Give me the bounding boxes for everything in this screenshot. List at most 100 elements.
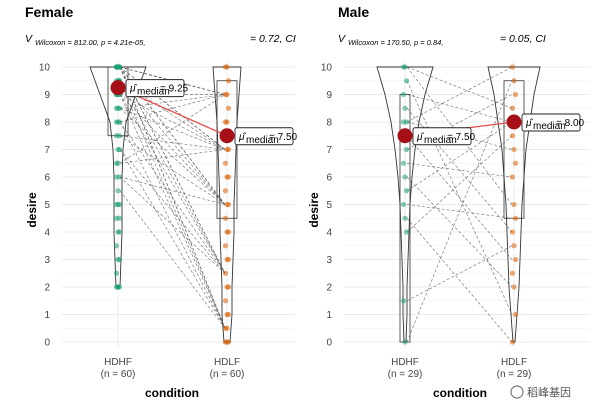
data-point-hdlf: [224, 64, 230, 70]
y-tick-label: 1: [326, 310, 332, 321]
data-point-hdlf: [511, 201, 517, 208]
x-tick-hdlf-female: HDLF: [214, 357, 240, 368]
data-point-hdlf: [222, 270, 229, 276]
median-label-box: [412, 127, 472, 146]
y-tick-label: 0: [44, 338, 50, 349]
data-point-hdhf: [403, 188, 410, 194]
data-point-hdhf: [115, 188, 121, 194]
median-label-sub: median: [533, 121, 566, 132]
watermark-text: 稻峰基因: [527, 386, 571, 399]
median-label-value: = 7.50: [447, 132, 476, 143]
median-label-box: [521, 113, 581, 132]
data-point-hdlf: [225, 311, 232, 318]
paired-line: [406, 162, 513, 178]
panel-title-female: Female: [25, 4, 73, 20]
data-point-hdhf: [115, 64, 121, 70]
y-axis-label-male: desire: [307, 192, 321, 228]
subtitle-male-r: = 0.05, CI: [500, 33, 546, 45]
paired-line: [406, 135, 513, 260]
data-point-hdlf: [225, 229, 232, 235]
data-point-hdhf: [113, 270, 120, 276]
median-label-sub: median: [424, 135, 457, 146]
data-point-hdlf: [511, 146, 517, 153]
data-point-hdhf: [400, 298, 407, 304]
data-point-hdlf: [512, 311, 519, 318]
paired-line: [119, 94, 226, 164]
median-label-value: = 7.50: [269, 132, 298, 143]
y-tick-label: 7: [44, 145, 50, 156]
paired-line: [119, 66, 226, 205]
plot-body-male: μ̂ median= 7.50μ̂ median= 8.00: [376, 64, 585, 345]
paired-line: [406, 80, 513, 315]
data-point-hdhf: [403, 78, 410, 84]
y-tick-label: 0: [326, 338, 332, 349]
median-label-box: [125, 79, 185, 98]
data-point-hdhf: [402, 64, 408, 70]
y-tick-label: 2: [326, 283, 332, 294]
y-tick-label: 8: [326, 118, 332, 129]
data-point-hdhf: [400, 160, 407, 166]
data-point-hdlf: [225, 284, 232, 290]
data-point-hdhf: [403, 146, 410, 153]
median-marker-hdhf: [397, 128, 413, 144]
paired-line: [406, 121, 513, 150]
data-point-hdhf: [115, 105, 121, 111]
data-point-hdlf: [509, 133, 516, 139]
paired-line: [406, 176, 513, 288]
data-point-hdlf: [225, 105, 232, 111]
watermark: 稻峰基因: [510, 385, 571, 399]
data-point-hdlf: [225, 256, 232, 263]
data-point-hdhf: [115, 284, 121, 290]
gridlines-male: [344, 61, 590, 348]
subtitle-female-v: V: [25, 33, 33, 45]
x-tick-hdlf-male: HDLF: [501, 357, 527, 368]
data-point-hdhf: [402, 105, 408, 111]
median-marker-hdhf: [110, 80, 126, 96]
data-point-hdlf: [224, 91, 230, 98]
data-point-hdhf: [403, 229, 410, 235]
y-tick-label: 3: [44, 255, 50, 266]
data-point-hdhf: [400, 91, 407, 98]
data-point-hdlf: [512, 160, 519, 166]
data-point-hdhf: [115, 201, 121, 208]
data-point-hdhf: [115, 160, 121, 166]
data-point-hdhf: [402, 215, 408, 221]
median-marker-hdlf: [219, 128, 235, 144]
paired-line: [119, 94, 226, 274]
data-point-hdhf: [402, 174, 408, 180]
data-point-hdhf: [116, 256, 123, 263]
paired-line: [119, 149, 226, 164]
x-axis-label-female: condition: [145, 386, 199, 400]
data-point-hdlf: [225, 201, 232, 208]
x-n-hdhf-male: (n = 29): [388, 369, 423, 380]
data-point-hdlf: [225, 174, 232, 180]
data-point-hdlf: [511, 243, 517, 249]
data-point-hdlf: [225, 78, 232, 84]
data-point-hdlf: [224, 119, 230, 125]
paired-line: [119, 149, 226, 329]
data-point-hdlf: [509, 270, 516, 276]
paired-line: [119, 121, 226, 274]
data-point-hdlf: [509, 339, 516, 345]
y-tick-label: 9: [326, 90, 332, 101]
panel-female: Female V Wilcoxon = 812.00, p = 4.21e-05…: [25, 4, 298, 400]
paired-line: [406, 80, 513, 343]
x-axis-label-male: condition: [433, 386, 487, 400]
gridlines-female: [62, 61, 295, 348]
paired-line: [119, 190, 226, 329]
y-axis-label-female: desire: [25, 192, 39, 228]
y-tick-label: 10: [321, 63, 333, 74]
paired-line: [119, 176, 226, 205]
paired-line: [119, 149, 226, 274]
paired-line: [119, 66, 226, 95]
data-point-hdhf: [400, 119, 407, 125]
subtitle-male-v: V: [338, 33, 346, 45]
y-tick-label: 7: [326, 145, 332, 156]
y-tick-label: 1: [44, 310, 50, 321]
data-point-hdlf: [222, 160, 229, 166]
data-point-hdlf: [512, 256, 519, 263]
paired-line: [119, 94, 226, 205]
y-tick-label: 8: [44, 118, 50, 129]
data-point-hdlf: [509, 174, 516, 180]
data-point-hdhf: [113, 243, 120, 249]
